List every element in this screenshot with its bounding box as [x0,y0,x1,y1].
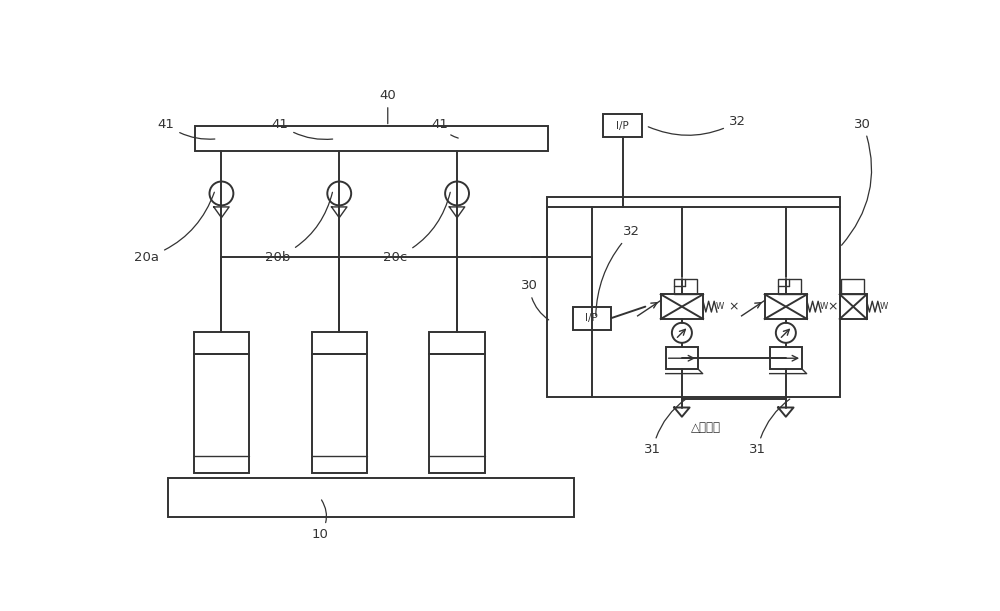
Bar [194,354,249,473]
Text: W: W [820,302,828,311]
Bar [573,307,611,330]
Bar [429,332,485,354]
Bar [661,295,703,319]
Text: 30: 30 [842,118,872,245]
Bar [765,295,807,319]
Bar [840,295,867,319]
Text: W: W [716,302,724,311]
Text: ×: × [827,300,837,313]
Bar [312,332,367,354]
Text: 32: 32 [596,225,640,315]
Bar [666,348,698,369]
Bar [195,126,548,151]
Bar [168,478,574,517]
Text: 31: 31 [644,399,686,456]
Text: 30: 30 [521,279,549,320]
Bar [547,197,840,398]
Text: 20a: 20a [134,192,214,264]
Bar [194,332,249,354]
Text: 41: 41 [158,118,215,139]
Text: W: W [880,302,888,311]
Text: 31: 31 [749,399,790,456]
Bar [312,354,367,473]
Text: I/P: I/P [616,121,629,131]
Text: 32: 32 [648,115,746,135]
Bar [770,348,802,369]
Text: ×: × [729,300,739,313]
Text: 10: 10 [312,500,328,541]
Text: △通泵站: △通泵站 [691,421,721,434]
Bar [603,114,642,137]
Text: 20b: 20b [265,192,332,264]
Text: I/P: I/P [585,313,598,323]
Bar [841,279,864,295]
Text: 20c: 20c [383,192,450,264]
Text: 40: 40 [379,89,396,123]
Bar [778,279,801,295]
Bar [429,354,485,473]
Bar [674,279,697,295]
Text: 41: 41 [431,118,458,138]
Text: 41: 41 [272,118,333,139]
